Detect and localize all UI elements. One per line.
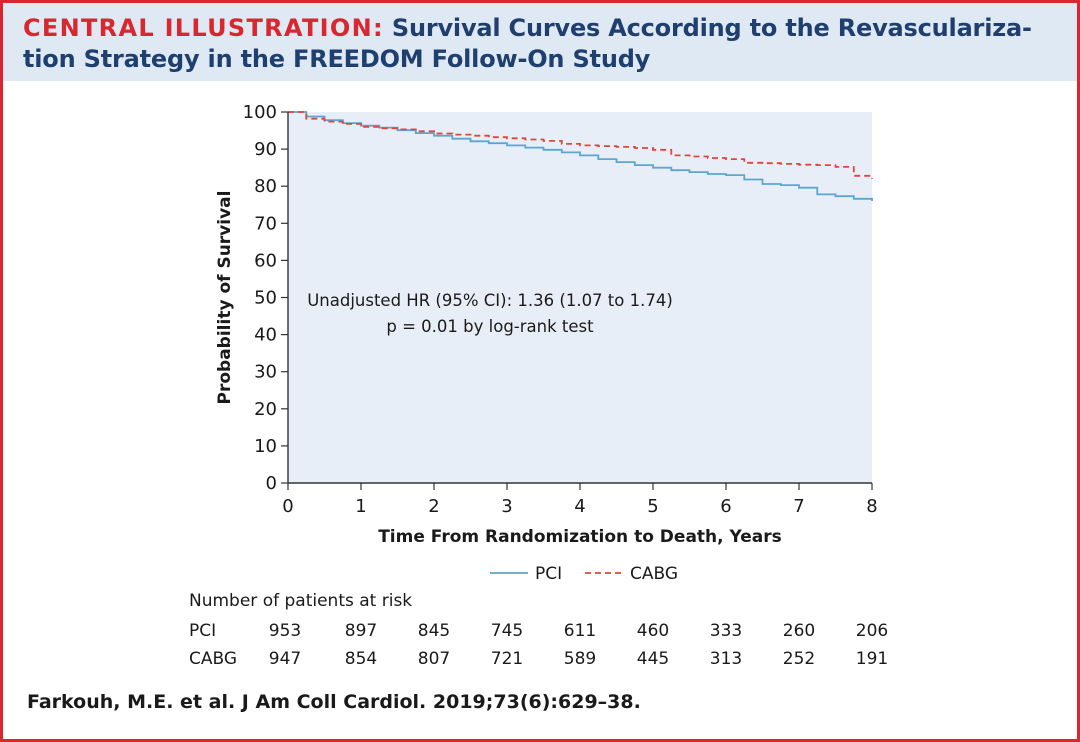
- risk-cell: 953: [269, 621, 301, 641]
- x-tick-label: 1: [355, 496, 366, 517]
- header-band: CENTRAL ILLUSTRATION: Survival Curves Acc…: [3, 3, 1077, 81]
- title-line-2: tion Strategy in the FREEDOM Follow-On S…: [23, 45, 651, 73]
- risk-cell: 333: [710, 621, 742, 641]
- legend-label-pci: PCI: [535, 564, 562, 584]
- x-tick-label: 6: [720, 496, 731, 517]
- risk-row-label: PCI: [189, 621, 216, 641]
- risk-cell: 252: [783, 649, 815, 669]
- y-tick-label: 10: [254, 436, 277, 457]
- title-line-1: Survival Curves According to the Revascu…: [391, 14, 1032, 42]
- y-tick-label: 40: [254, 325, 277, 346]
- title-lead: CENTRAL ILLUSTRATION:: [23, 14, 384, 42]
- axes-group: 0 10 20 30 40 50 60 70 80 90 100 0 1 2 3 4 5 6 7 8: [243, 102, 878, 517]
- survival-chart: 0 10 20 30 40 50 60 70 80 90 100 0 1 2 3 4 5 6 7 8 Probabil…: [189, 102, 888, 669]
- citation: Farkouh, M.E. et al. J Am Coll Cardiol. …: [27, 691, 641, 713]
- y-tick-label: 20: [254, 399, 277, 420]
- y-tick-label: 50: [254, 288, 277, 309]
- x-tick-label: 4: [574, 496, 585, 517]
- x-tick-label: 2: [428, 496, 439, 517]
- risk-cell: 589: [564, 649, 596, 669]
- risk-cell: 445: [637, 649, 669, 669]
- x-tick-label: 8: [866, 496, 877, 517]
- x-axis-label: Time From Randomization to Death, Years: [378, 527, 782, 547]
- legend: PCI CABG: [490, 564, 678, 584]
- series-line-cabg: [288, 111, 873, 179]
- x-tick-label: 3: [501, 496, 512, 517]
- risk-cell: 460: [637, 621, 669, 641]
- x-tick-label: 0: [282, 496, 293, 517]
- y-tick-label: 90: [254, 139, 277, 160]
- series-line-pci: [288, 111, 873, 201]
- y-tick-label: 80: [254, 176, 277, 197]
- risk-cell: 721: [491, 649, 523, 669]
- risk-cell: 313: [710, 649, 742, 669]
- curves-group: [288, 111, 873, 201]
- risk-cell: 260: [783, 621, 815, 641]
- y-tick-label: 0: [266, 473, 277, 494]
- risk-cell: 611: [564, 621, 596, 641]
- risk-cell: 854: [345, 649, 377, 669]
- plot-area: [288, 112, 872, 483]
- y-tick-label: 60: [254, 250, 277, 271]
- risk-cell: 845: [418, 621, 450, 641]
- risk-cell: 745: [491, 621, 523, 641]
- risk-table-heading: Number of patients at risk: [189, 591, 412, 611]
- hazard-ratio-annotation: Unadjusted HR (95% CI): 1.36 (1.07 to 1.…: [307, 291, 673, 310]
- risk-cell: 206: [856, 621, 888, 641]
- risk-cell: 807: [418, 649, 450, 669]
- x-tick-label: 5: [647, 496, 658, 517]
- risk-cell: 191: [856, 649, 888, 669]
- risk-row-label: CABG: [189, 649, 237, 669]
- p-value-annotation: p = 0.01 by log-rank test: [386, 317, 594, 336]
- risk-cell: 947: [269, 649, 301, 669]
- figure-title: CENTRAL ILLUSTRATION: Survival Curves Acc…: [23, 13, 1063, 75]
- risk-table: PCI 953 897 845 745 611 460 333 260 206 CABG 947 854…: [189, 621, 888, 669]
- y-axis-label: Probability of Survival: [215, 191, 235, 405]
- y-tick-label: 100: [243, 102, 277, 123]
- risk-cell: 897: [345, 621, 377, 641]
- legend-label-cabg: CABG: [630, 564, 678, 584]
- y-tick-label: 30: [254, 362, 277, 383]
- x-tick-label: 7: [793, 496, 804, 517]
- y-tick-label: 70: [254, 213, 277, 234]
